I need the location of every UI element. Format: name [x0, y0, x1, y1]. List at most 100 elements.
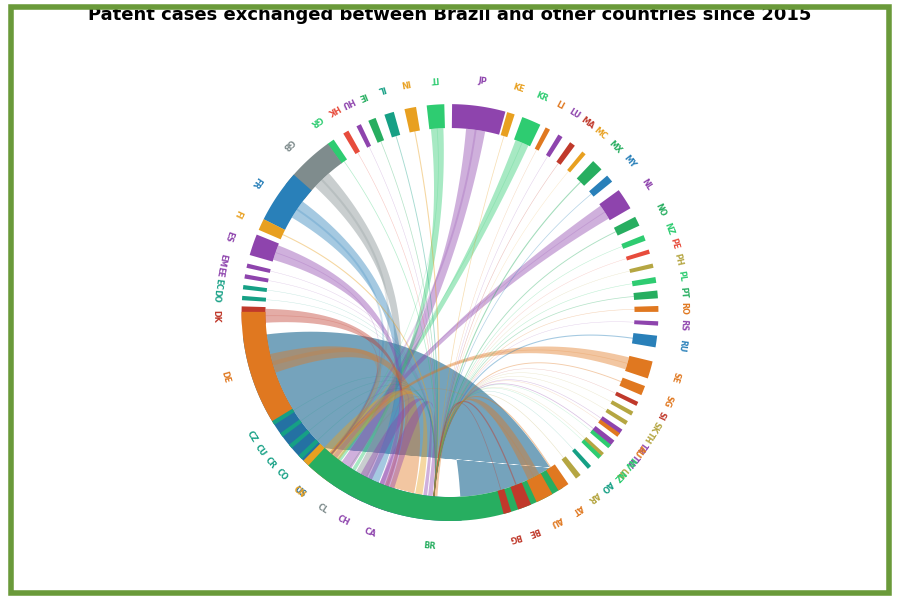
Text: PT: PT: [679, 286, 688, 298]
Polygon shape: [258, 219, 285, 239]
Polygon shape: [591, 426, 615, 447]
Text: GB: GB: [280, 137, 295, 152]
Text: SK: SK: [648, 419, 662, 433]
Text: MA: MA: [580, 115, 596, 131]
Polygon shape: [546, 464, 569, 490]
Text: TH: TH: [642, 429, 655, 444]
Text: CN: CN: [292, 484, 307, 499]
Polygon shape: [606, 409, 628, 425]
Polygon shape: [498, 489, 511, 514]
Polygon shape: [303, 443, 344, 483]
Text: MY: MY: [621, 154, 637, 170]
Polygon shape: [243, 334, 462, 521]
Text: EC: EC: [212, 278, 223, 290]
Text: JP: JP: [478, 76, 488, 86]
Polygon shape: [562, 457, 580, 479]
Polygon shape: [368, 118, 384, 143]
Polygon shape: [309, 448, 562, 521]
Polygon shape: [632, 277, 656, 286]
Text: TR: TR: [634, 439, 649, 454]
Polygon shape: [285, 144, 342, 199]
Polygon shape: [619, 377, 645, 395]
Text: CZ: CZ: [245, 429, 258, 444]
Polygon shape: [404, 107, 420, 133]
Polygon shape: [343, 131, 360, 154]
Text: IT: IT: [429, 74, 438, 84]
Polygon shape: [352, 128, 444, 471]
Polygon shape: [629, 263, 653, 273]
Polygon shape: [615, 392, 638, 406]
Polygon shape: [328, 140, 347, 163]
Text: AO: AO: [598, 479, 615, 494]
Text: EM: EM: [216, 253, 228, 268]
Polygon shape: [535, 127, 550, 151]
Polygon shape: [329, 346, 629, 455]
Polygon shape: [280, 419, 302, 437]
Polygon shape: [625, 356, 652, 379]
Polygon shape: [583, 437, 604, 456]
Polygon shape: [514, 117, 540, 146]
Text: PH: PH: [672, 253, 684, 267]
Text: SI: SI: [654, 409, 666, 421]
Polygon shape: [333, 206, 608, 458]
Text: MX: MX: [608, 139, 624, 155]
Polygon shape: [342, 129, 485, 469]
Text: CA: CA: [363, 526, 377, 539]
Polygon shape: [249, 235, 279, 262]
Polygon shape: [634, 306, 659, 312]
Text: MC: MC: [592, 125, 608, 141]
Title: Patent cases exchanged between Brazil and other countries since 2015: Patent cases exchanged between Brazil an…: [88, 5, 812, 23]
Text: AU: AU: [632, 442, 647, 458]
Polygon shape: [452, 104, 506, 134]
Polygon shape: [434, 398, 539, 497]
Text: DK: DK: [212, 310, 220, 323]
Polygon shape: [427, 104, 445, 129]
Polygon shape: [247, 263, 271, 273]
Text: NV: NV: [622, 455, 637, 471]
Text: NZ: NZ: [611, 467, 626, 483]
Polygon shape: [614, 217, 639, 236]
Polygon shape: [599, 416, 623, 434]
Polygon shape: [590, 176, 612, 197]
Text: LI: LI: [554, 100, 565, 112]
Polygon shape: [572, 448, 591, 469]
Polygon shape: [626, 250, 650, 260]
Polygon shape: [315, 173, 400, 478]
Text: BR: BR: [423, 541, 436, 551]
Text: RS: RS: [679, 319, 688, 331]
Polygon shape: [324, 390, 428, 495]
Text: IE: IE: [356, 90, 368, 101]
Text: AR: AR: [587, 490, 602, 505]
Text: CL: CL: [316, 502, 329, 515]
Text: GR: GR: [308, 113, 323, 128]
Polygon shape: [299, 439, 319, 459]
Text: BG: BG: [508, 532, 522, 544]
Text: CR: CR: [264, 455, 278, 470]
Polygon shape: [526, 473, 553, 502]
Polygon shape: [380, 401, 436, 496]
Polygon shape: [634, 290, 658, 300]
Polygon shape: [621, 235, 645, 249]
Polygon shape: [270, 346, 420, 494]
Polygon shape: [598, 419, 620, 437]
Text: TW: TW: [624, 451, 640, 469]
Text: DE: DE: [219, 370, 231, 384]
Text: FI: FI: [232, 208, 244, 220]
Polygon shape: [369, 482, 396, 512]
Polygon shape: [338, 140, 528, 461]
Polygon shape: [241, 312, 294, 424]
Polygon shape: [274, 245, 402, 485]
Polygon shape: [242, 296, 266, 302]
Polygon shape: [264, 175, 311, 230]
Text: CU: CU: [254, 442, 268, 458]
Text: UA: UA: [614, 464, 629, 480]
Text: KE: KE: [511, 83, 526, 95]
Text: NO: NO: [653, 202, 668, 218]
Polygon shape: [634, 320, 658, 326]
Text: RO: RO: [680, 302, 688, 315]
Polygon shape: [245, 274, 268, 283]
Polygon shape: [361, 398, 432, 496]
Text: ES: ES: [222, 230, 235, 243]
Text: RU: RU: [677, 338, 687, 352]
Polygon shape: [347, 473, 374, 502]
